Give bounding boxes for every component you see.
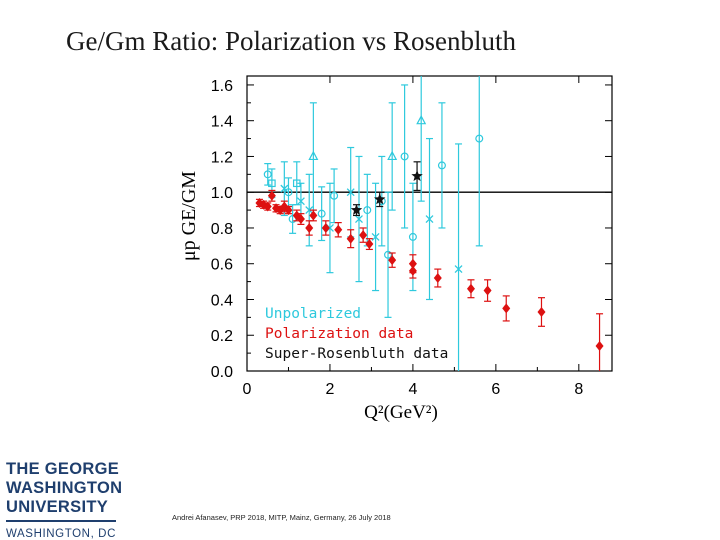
university-logo: THE GEORGE WASHINGTON UNIVERSITY WASHING… xyxy=(6,460,123,540)
x-axis-label: Q²(GeV²) xyxy=(364,402,438,423)
data-point xyxy=(268,179,276,188)
data-point xyxy=(359,230,368,241)
data-point xyxy=(321,222,330,233)
y-tick-label: 1.2 xyxy=(211,149,233,166)
y-tick-label: 0.2 xyxy=(211,328,233,345)
tick-marks xyxy=(246,76,612,372)
series-super-rosenbluth xyxy=(350,161,423,217)
data-point xyxy=(267,190,276,201)
data-point xyxy=(317,209,326,218)
data-point xyxy=(466,283,475,294)
y-axis-label: μp GE/GM xyxy=(178,171,200,261)
y-tick-label: 0.4 xyxy=(211,292,233,309)
logo-line-3: UNIVERSITY xyxy=(6,498,109,516)
slide-footer: Andrei Afanasev, PRP 2018, MITP, Mainz, … xyxy=(172,513,391,522)
logo-rule xyxy=(6,520,116,522)
data-point xyxy=(537,307,546,317)
data-point xyxy=(408,232,417,241)
data-series xyxy=(255,76,604,371)
legend-entry: Unpolarized xyxy=(265,306,361,322)
y-tick-labels: 0.0 0.2 0.4 0.6 0.8 1.0 1.2 1.4 1.6 xyxy=(211,78,233,381)
data-point xyxy=(308,150,319,161)
data-point xyxy=(296,197,305,206)
data-point xyxy=(454,265,463,274)
y-tick-label: 1.0 xyxy=(211,185,233,202)
data-point xyxy=(296,214,305,225)
legend: Unpolarized Polarization data Super-Rosenb… xyxy=(265,306,448,362)
data-point xyxy=(384,250,393,259)
y-tick-label: 1.6 xyxy=(211,78,233,95)
series-polarization xyxy=(255,189,604,371)
data-point xyxy=(437,161,446,170)
data-point xyxy=(388,255,397,266)
y-tick-label: 0.8 xyxy=(211,221,233,238)
data-point xyxy=(350,204,363,215)
x-tick-label: 0 xyxy=(243,381,252,398)
data-point xyxy=(400,152,409,161)
y-tick-label: 0.0 xyxy=(211,364,233,381)
y-tick-label: 0.6 xyxy=(211,257,233,274)
legend-entry: Super-Rosenbluth data xyxy=(265,346,448,362)
data-point xyxy=(346,188,355,197)
data-point xyxy=(374,193,386,205)
data-point xyxy=(305,222,314,233)
data-point xyxy=(595,340,604,351)
data-point xyxy=(371,232,380,241)
data-point xyxy=(425,215,434,223)
data-point xyxy=(411,170,423,181)
data-point xyxy=(416,114,427,125)
x-tick-label: 6 xyxy=(491,381,500,398)
data-point xyxy=(387,150,398,161)
ratio-chart: 0.0 0.2 0.4 0.6 0.8 1.0 1.2 1.4 1.6 0 2 4 6 8 Unpola… xyxy=(178,75,613,423)
y-tick-label: 1.4 xyxy=(211,114,233,131)
data-point xyxy=(309,210,318,221)
data-point xyxy=(502,303,511,314)
data-point xyxy=(346,233,355,244)
x-tick-labels: 0 2 4 6 8 xyxy=(243,381,584,398)
data-point xyxy=(280,184,289,193)
x-tick-label: 2 xyxy=(326,381,335,398)
data-point xyxy=(408,265,417,276)
data-point xyxy=(263,170,272,179)
legend-entry: Polarization data xyxy=(265,326,413,342)
data-point xyxy=(483,285,492,296)
data-point xyxy=(363,206,372,215)
data-point xyxy=(305,206,314,215)
data-point xyxy=(433,273,442,284)
logo-line-1: THE GEORGE xyxy=(6,460,120,478)
data-point xyxy=(276,205,285,216)
data-point xyxy=(475,134,484,143)
data-point xyxy=(263,201,272,212)
x-tick-label: 4 xyxy=(408,381,417,398)
x-tick-label: 8 xyxy=(574,381,583,398)
data-point xyxy=(284,205,293,216)
data-point xyxy=(355,215,363,223)
data-point xyxy=(334,224,343,235)
logo-line-2: WASHINGTON xyxy=(6,479,123,497)
data-point xyxy=(284,188,293,197)
data-point xyxy=(330,191,339,200)
plot-frame xyxy=(246,75,613,372)
data-point xyxy=(365,239,374,250)
logo-line-4: WASHINGTON, DC xyxy=(6,528,116,540)
slide-title: Ge/Gm Ratio: Polarization vs Rosenbluth xyxy=(66,26,516,56)
